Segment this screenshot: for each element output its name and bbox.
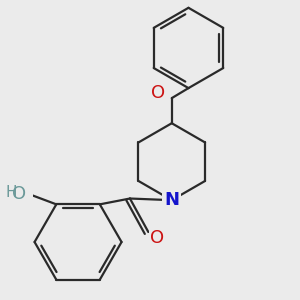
Text: O: O	[12, 185, 26, 203]
Text: N: N	[164, 191, 179, 209]
Text: O: O	[150, 229, 164, 247]
Text: O: O	[151, 84, 165, 102]
Text: H: H	[5, 185, 17, 200]
